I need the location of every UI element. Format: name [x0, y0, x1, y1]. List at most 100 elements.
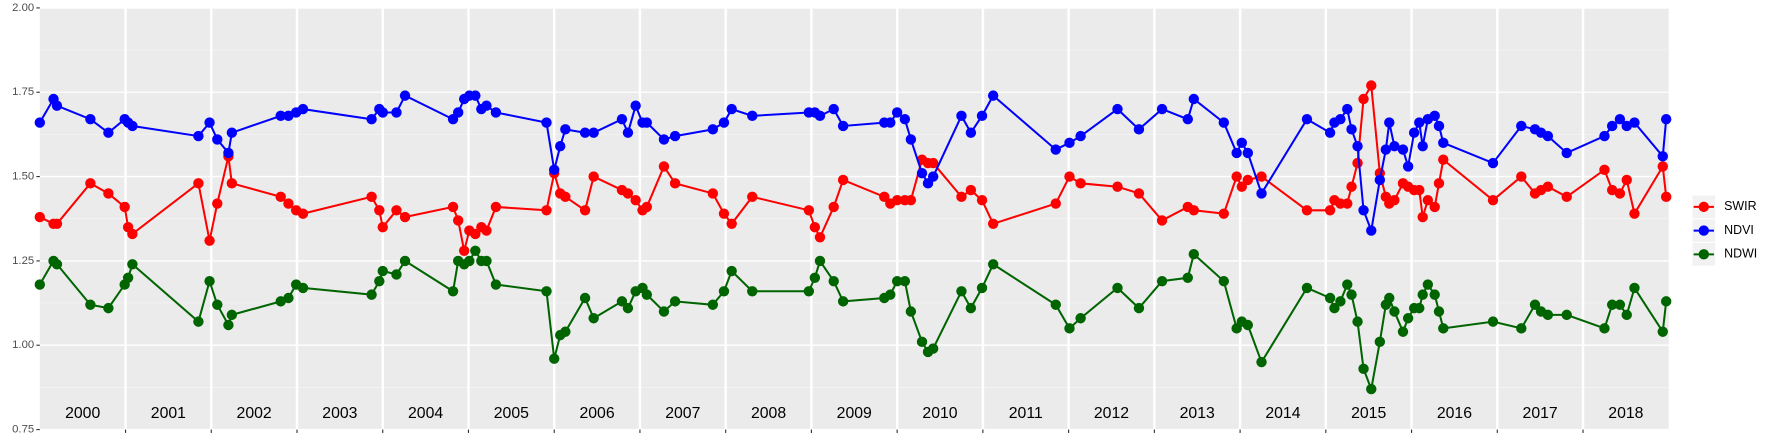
data-point: [905, 134, 917, 145]
data-point: [1599, 323, 1610, 334]
data-point: [726, 218, 737, 229]
data-point: [1516, 323, 1527, 334]
data-point: [1064, 137, 1075, 149]
data-point: [490, 279, 502, 290]
data-point: [641, 201, 653, 213]
data-point: [885, 117, 896, 128]
data-point: [1614, 188, 1626, 199]
data-point: [1324, 205, 1336, 216]
data-point: [103, 127, 114, 138]
data-point: [1188, 205, 1199, 216]
data-point: [391, 269, 402, 280]
data-point: [1629, 282, 1640, 294]
legend-label: SWIR: [1724, 199, 1756, 213]
data-point: [85, 299, 96, 310]
data-point: [707, 299, 719, 310]
data-point: [1342, 103, 1353, 115]
data-point: [1342, 198, 1353, 209]
y-tick-label: 0.75: [12, 424, 34, 436]
data-point: [1561, 147, 1572, 159]
data-point: [1621, 309, 1632, 321]
data-point: [726, 265, 737, 277]
data-point: [1429, 110, 1440, 122]
data-point: [747, 191, 758, 203]
legend-point: [1698, 249, 1710, 260]
data-point: [1660, 114, 1672, 125]
data-point: [1133, 188, 1145, 199]
data-point: [1301, 282, 1313, 294]
data-point: [891, 107, 903, 118]
data-point: [1621, 174, 1632, 186]
data-point: [193, 178, 204, 189]
data-point: [391, 107, 402, 118]
data-point: [490, 201, 502, 213]
data-point: [1256, 188, 1267, 199]
data-point: [51, 218, 63, 229]
data-point: [226, 309, 238, 321]
data-point: [630, 100, 641, 111]
x-tick-label: 2007: [665, 405, 700, 422]
data-point: [1657, 326, 1668, 337]
data-point: [1242, 147, 1254, 159]
x-tick-label: 2018: [1608, 405, 1643, 422]
data-point: [1324, 292, 1336, 304]
data-point: [1358, 205, 1369, 216]
data-point: [956, 286, 967, 297]
data-point: [204, 235, 215, 246]
data-point: [916, 336, 928, 348]
data-point: [1352, 316, 1363, 327]
data-point: [803, 286, 815, 297]
data-point: [275, 191, 286, 203]
data-point: [399, 211, 411, 223]
data-point: [658, 161, 670, 172]
data-point: [1433, 120, 1445, 132]
data-point: [1133, 124, 1145, 135]
data-point: [1335, 296, 1346, 307]
data-point: [814, 232, 826, 243]
data-point: [1657, 161, 1668, 172]
data-point: [1242, 174, 1254, 186]
data-point: [1433, 178, 1445, 189]
data-point: [374, 275, 385, 287]
data-point: [1188, 93, 1199, 105]
data-point: [297, 103, 309, 115]
data-point: [1075, 313, 1086, 324]
data-point: [1408, 127, 1420, 138]
data-point: [1629, 208, 1640, 219]
data-point: [1329, 302, 1340, 314]
data-point: [549, 164, 560, 176]
legend-label: NDWI: [1724, 247, 1757, 261]
data-point: [1075, 178, 1086, 189]
data-point: [1050, 299, 1061, 310]
data-point: [905, 306, 917, 317]
x-tick-label: 2012: [1094, 405, 1129, 422]
data-point: [481, 100, 492, 111]
data-point: [193, 130, 204, 142]
data-point: [1342, 279, 1353, 290]
data-point: [549, 353, 560, 364]
data-point: [987, 218, 999, 229]
data-point: [1256, 171, 1267, 182]
data-point: [1438, 137, 1449, 149]
data-point: [965, 302, 977, 314]
data-point: [127, 120, 138, 132]
data-point: [366, 191, 377, 203]
x-tick-label: 2002: [237, 405, 272, 422]
data-point: [1075, 130, 1086, 142]
data-point: [34, 117, 46, 128]
data-point: [541, 286, 552, 297]
data-point: [1352, 157, 1363, 169]
data-point: [1064, 171, 1075, 182]
data-point: [1516, 171, 1527, 182]
data-point: [447, 286, 459, 297]
data-point: [1389, 141, 1400, 152]
data-point: [541, 117, 552, 128]
data-point: [669, 296, 681, 307]
x-tick-label: 2016: [1437, 405, 1472, 422]
data-point: [1660, 296, 1672, 307]
data-point: [1301, 205, 1313, 216]
data-point: [803, 205, 815, 216]
data-point: [1236, 181, 1248, 192]
data-point: [283, 292, 294, 304]
